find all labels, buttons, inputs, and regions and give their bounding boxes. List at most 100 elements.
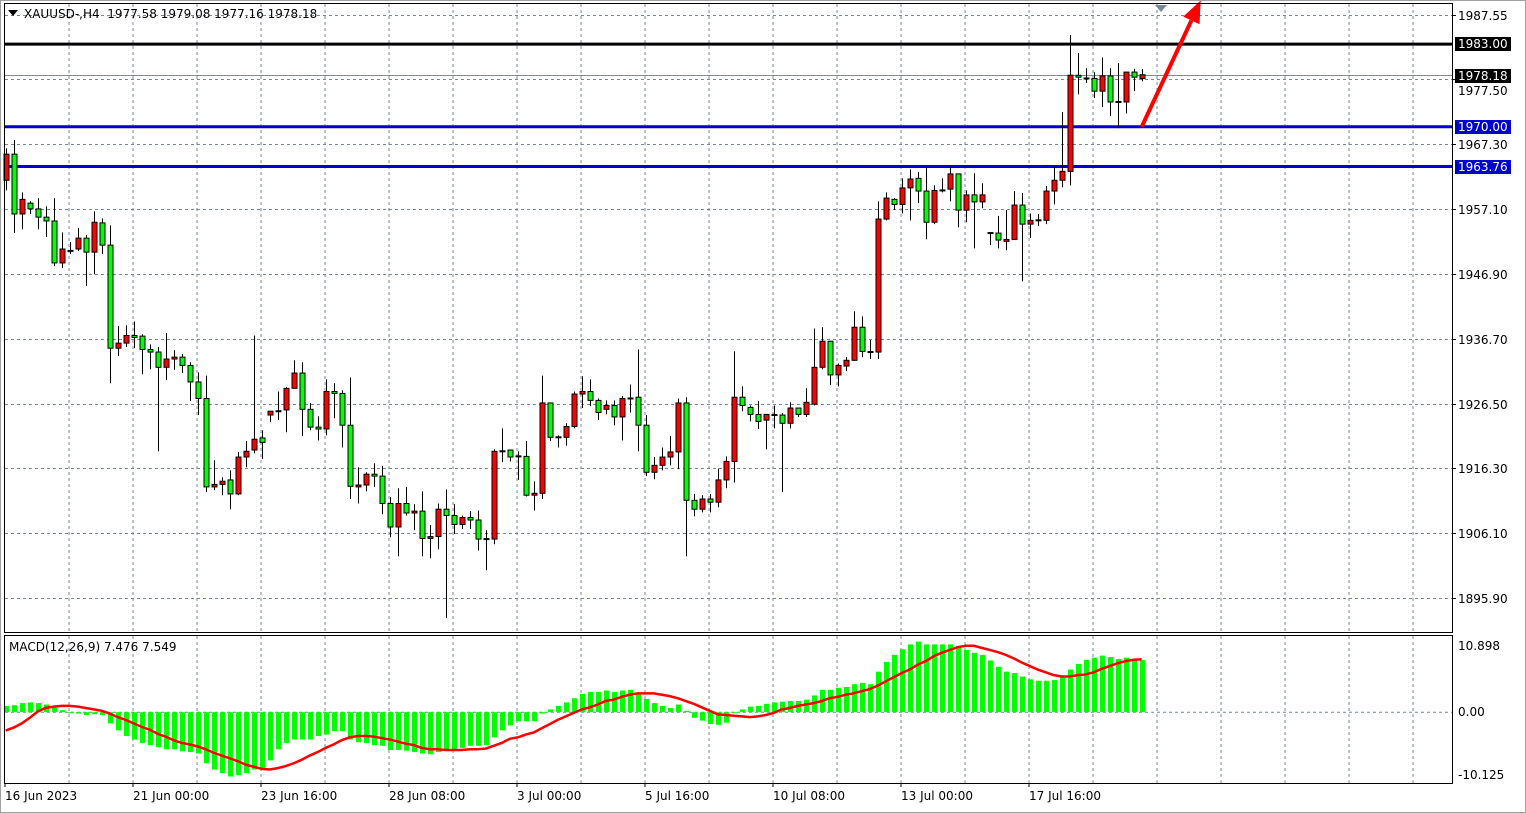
- candle[interactable]: [379, 465, 386, 515]
- candle[interactable]: [75, 227, 82, 251]
- candle[interactable]: [403, 486, 410, 516]
- candle[interactable]: [283, 387, 290, 433]
- candle[interactable]: [867, 339, 874, 360]
- candle[interactable]: [219, 477, 226, 496]
- candle[interactable]: [819, 327, 826, 370]
- candle[interactable]: [307, 402, 314, 431]
- candle[interactable]: [699, 495, 706, 513]
- candle[interactable]: [411, 504, 418, 531]
- candle[interactable]: [779, 413, 786, 493]
- candle[interactable]: [299, 362, 306, 437]
- candle[interactable]: [1075, 52, 1082, 95]
- candle[interactable]: [635, 349, 642, 452]
- candle[interactable]: [1139, 69, 1146, 82]
- candle[interactable]: [11, 140, 18, 234]
- candle[interactable]: [331, 383, 338, 419]
- candle[interactable]: [267, 410, 274, 423]
- candle[interactable]: [419, 491, 426, 557]
- candle[interactable]: [19, 192, 26, 230]
- candle[interactable]: [1035, 213, 1042, 227]
- candle[interactable]: [195, 372, 202, 416]
- candle[interactable]: [1027, 213, 1034, 239]
- candle[interactable]: [955, 173, 962, 228]
- candle[interactable]: [155, 346, 162, 452]
- candle[interactable]: [1091, 72, 1098, 99]
- candle[interactable]: [427, 525, 434, 559]
- candle[interactable]: [347, 377, 354, 500]
- candle[interactable]: [507, 449, 514, 462]
- candle[interactable]: [595, 398, 602, 421]
- candle[interactable]: [875, 201, 882, 360]
- candle[interactable]: [547, 402, 554, 442]
- candle[interactable]: [43, 206, 50, 237]
- candle[interactable]: [1067, 35, 1074, 186]
- candle[interactable]: [187, 362, 194, 402]
- candle[interactable]: [803, 388, 810, 417]
- candle[interactable]: [603, 400, 610, 415]
- candle[interactable]: [611, 400, 618, 426]
- candle[interactable]: [731, 351, 738, 483]
- candle[interactable]: [1043, 185, 1050, 225]
- candle[interactable]: [131, 321, 138, 349]
- candle[interactable]: [27, 201, 34, 214]
- candle[interactable]: [1019, 192, 1026, 282]
- candle[interactable]: [843, 357, 850, 372]
- candle[interactable]: [987, 232, 994, 246]
- candle[interactable]: [899, 178, 906, 214]
- candle[interactable]: [179, 353, 186, 374]
- candle[interactable]: [459, 515, 466, 529]
- candle[interactable]: [203, 375, 210, 493]
- candle[interactable]: [339, 390, 346, 448]
- candle[interactable]: [923, 168, 930, 240]
- candle[interactable]: [915, 171, 922, 204]
- candle[interactable]: [763, 413, 770, 450]
- candle[interactable]: [107, 225, 114, 384]
- candle[interactable]: [291, 360, 298, 389]
- candle[interactable]: [939, 178, 946, 193]
- candle[interactable]: [227, 470, 234, 510]
- candle[interactable]: [747, 405, 754, 422]
- arrow-up-icon[interactable]: [1183, 0, 1201, 25]
- candle[interactable]: [499, 428, 506, 463]
- candle[interactable]: [59, 232, 66, 269]
- candle[interactable]: [395, 488, 402, 557]
- candle[interactable]: [1011, 191, 1018, 241]
- candle[interactable]: [67, 241, 74, 255]
- candle[interactable]: [979, 183, 986, 209]
- candle[interactable]: [315, 416, 322, 441]
- candle[interactable]: [355, 467, 362, 504]
- candle[interactable]: [1059, 112, 1066, 188]
- candle[interactable]: [163, 332, 170, 381]
- candle[interactable]: [683, 397, 690, 557]
- candle[interactable]: [1099, 57, 1106, 108]
- candle[interactable]: [531, 481, 538, 511]
- candle[interactable]: [475, 510, 482, 551]
- candle[interactable]: [251, 335, 258, 454]
- candle[interactable]: [651, 457, 658, 480]
- candle[interactable]: [435, 503, 442, 550]
- candle[interactable]: [491, 449, 498, 545]
- candle[interactable]: [323, 379, 330, 436]
- candle[interactable]: [259, 430, 266, 459]
- candle[interactable]: [811, 328, 818, 406]
- candle[interactable]: [1123, 71, 1130, 114]
- candle[interactable]: [971, 173, 978, 249]
- candle[interactable]: [171, 350, 178, 370]
- candle[interactable]: [579, 376, 586, 409]
- candle[interactable]: [675, 398, 682, 470]
- candle[interactable]: [147, 344, 154, 370]
- candle[interactable]: [523, 441, 530, 497]
- candle[interactable]: [883, 192, 890, 221]
- candle[interactable]: [387, 497, 394, 538]
- candle[interactable]: [1051, 166, 1058, 205]
- candle[interactable]: [963, 190, 970, 223]
- chart-shift-marker-icon[interactable]: [1155, 5, 1167, 12]
- candle[interactable]: [1131, 68, 1138, 92]
- candle[interactable]: [91, 211, 98, 275]
- candle[interactable]: [1107, 68, 1114, 116]
- candle[interactable]: [211, 460, 218, 491]
- candle[interactable]: [275, 391, 282, 421]
- candle[interactable]: [83, 234, 90, 286]
- candle[interactable]: [947, 166, 954, 202]
- candle[interactable]: [827, 340, 834, 386]
